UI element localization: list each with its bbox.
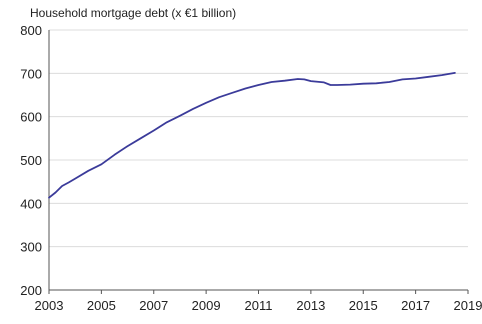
x-tick-label-2013: 2013 [296, 298, 325, 313]
x-tick-label-2011: 2011 [245, 298, 273, 313]
series-line-0 [48, 72, 456, 199]
x-tick-label-2015: 2015 [349, 298, 378, 313]
x-tick-label-2005: 2005 [87, 298, 116, 313]
chart-title: Household mortgage debt (x €1 billion) [30, 6, 237, 20]
x-tick-label-2009: 2009 [192, 298, 221, 313]
x-tick-label-2017: 2017 [401, 298, 430, 313]
x-tick-label-2019: 2019 [454, 298, 482, 313]
y-tick-label-500: 500 [20, 153, 42, 168]
x-tick-label-2003: 2003 [35, 298, 64, 313]
y-tick-label-700: 700 [20, 66, 42, 81]
y-tick-label-300: 300 [20, 240, 42, 255]
y-tick-label-600: 600 [20, 110, 42, 125]
y-tick-label-400: 400 [20, 196, 42, 211]
y-tick-label-800: 800 [20, 23, 42, 38]
y-tick-label-200: 200 [20, 283, 42, 298]
x-tick-label-2007: 2007 [139, 298, 168, 313]
